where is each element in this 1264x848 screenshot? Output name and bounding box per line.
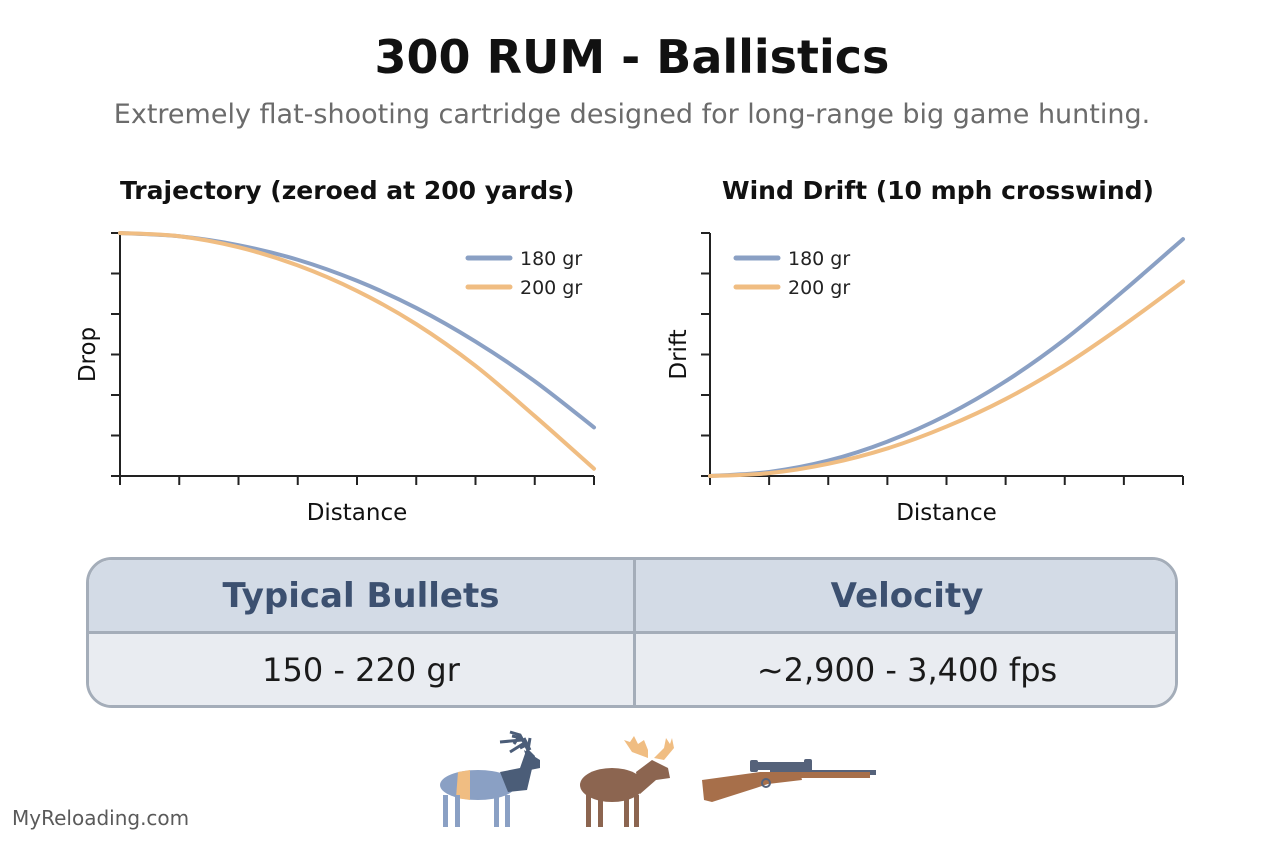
- trajectory-chart: Distance Drop 180 gr 200 gr: [75, 231, 596, 526]
- legend-label: 200 gr: [520, 277, 582, 299]
- value-typical-bullets: 150 - 220 gr: [262, 650, 460, 689]
- x-axis-label: Distance: [307, 500, 408, 526]
- legend-label: 200 gr: [788, 277, 850, 299]
- header-typical-bullets: Typical Bullets: [222, 575, 500, 616]
- header-velocity: Velocity: [830, 575, 984, 616]
- y-axis-label: Drift: [666, 329, 692, 379]
- series-line-200-gr: [118, 231, 596, 471]
- table-header-row: Typical Bullets Velocity: [89, 560, 1175, 634]
- table-value-row: 150 - 220 gr ~2,900 - 3,400 fps: [89, 634, 1175, 705]
- wind-drift-chart: Distance Drift 180 gr 200 gr: [666, 232, 1185, 526]
- series-line-200-gr: [708, 279, 1185, 478]
- x-axis-label: Distance: [896, 500, 997, 526]
- specs-table: Typical Bullets Velocity 150 - 220 gr ~2…: [86, 557, 1178, 708]
- trajectory-chart-title: Trajectory (zeroed at 200 yards): [120, 176, 575, 205]
- rifle-icon: [702, 759, 876, 802]
- column-divider: [633, 560, 636, 705]
- wind-drift-chart-title: Wind Drift (10 mph crosswind): [722, 176, 1154, 205]
- ballistics-charts: Distance Drop 180 gr 200 gr Distance Drift 18…: [75, 231, 1185, 526]
- elk-icon: [440, 730, 540, 827]
- watermark: MyReloading.com: [12, 806, 190, 830]
- moose-icon: [580, 736, 674, 827]
- value-velocity: ~2,900 - 3,400 fps: [756, 650, 1058, 689]
- legend-label: 180 gr: [520, 248, 582, 270]
- y-axis-label: Drop: [75, 327, 101, 382]
- page-subtitle: Extremely flat-shooting cartridge design…: [113, 99, 1151, 130]
- legend-label: 180 gr: [788, 248, 850, 270]
- page-title: 300 RUM - Ballistics: [374, 30, 890, 84]
